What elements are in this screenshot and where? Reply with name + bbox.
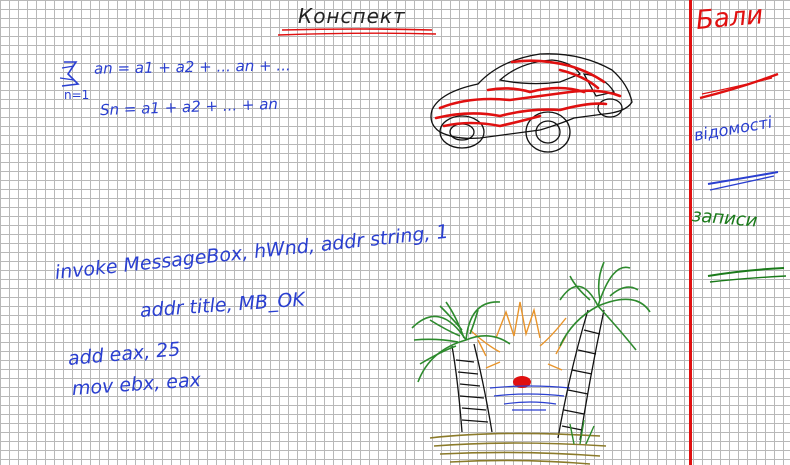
sun-icon (513, 376, 531, 388)
formula-sum-index: n=1 (64, 88, 90, 102)
page-title: Конспект (298, 4, 406, 28)
margin-line (689, 0, 692, 465)
